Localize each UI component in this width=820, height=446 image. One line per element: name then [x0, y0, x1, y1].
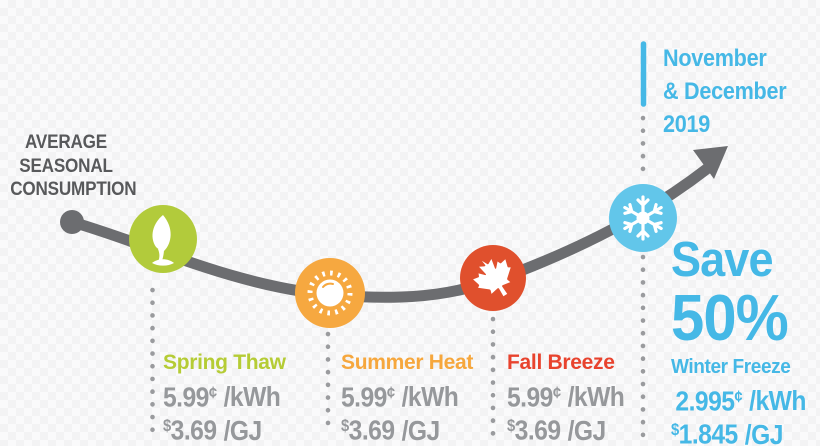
- sun-icon: [307, 270, 353, 316]
- chart-title-line: CONSUMPTION: [10, 179, 137, 200]
- spring-circle: [129, 205, 197, 273]
- save-text: Save: [671, 233, 774, 287]
- season-label: Winter Freeze: [671, 356, 791, 378]
- snowflake-icon: [623, 195, 663, 241]
- chart-title: AVERAGE SEASONAL CONSUMPTION: [10, 131, 137, 202]
- chart-title-line: SEASONAL: [19, 155, 113, 177]
- maple-leaf-icon: [473, 259, 511, 297]
- period-line: 2019: [663, 111, 710, 138]
- season-block-winter: Save 50% Winter Freeze 2.995¢/kWh $1.845…: [671, 234, 820, 446]
- period-line: & December: [663, 78, 787, 105]
- chart-title-line: AVERAGE: [24, 132, 108, 153]
- period-label: November & December 2019: [663, 42, 787, 141]
- electricity-rate: 2.995¢/kWh: [675, 385, 806, 417]
- season-block-spring: Spring Thaw 5.99¢/kWh $3.69/GJ: [163, 351, 343, 445]
- electricity-rate: 5.99¢/kWh: [163, 381, 281, 413]
- electricity-rate: 5.99¢/kWh: [507, 381, 625, 413]
- gas-rate: $3.69/GJ: [163, 414, 262, 446]
- fall-circle: [460, 245, 526, 311]
- curve-start-dot: [60, 210, 84, 234]
- season-block-summer: Summer Heat 5.99¢/kWh $3.69/GJ: [341, 351, 521, 445]
- winter-circle: [609, 184, 677, 252]
- season-block-fall: Fall Breeze 5.99¢/kWh $3.69/GJ: [507, 351, 687, 445]
- gas-rate: $3.69/GJ: [507, 414, 606, 446]
- save-percentage: 50%: [671, 281, 789, 354]
- curve-arrowhead-icon: [693, 146, 728, 179]
- gas-rate: $1.845/GJ: [671, 418, 783, 446]
- season-label: Summer Heat: [341, 351, 474, 374]
- summer-circle: [295, 258, 365, 328]
- period-line: November: [663, 45, 767, 72]
- season-label: Fall Breeze: [507, 351, 615, 374]
- electricity-rate: 5.99¢/kWh: [341, 381, 459, 413]
- gas-rate: $3.69/GJ: [341, 414, 440, 446]
- season-label: Spring Thaw: [163, 351, 286, 374]
- sprout-icon: [152, 215, 174, 266]
